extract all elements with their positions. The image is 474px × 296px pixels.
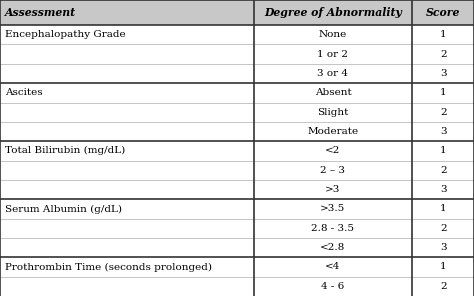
Text: 3: 3: [440, 69, 447, 78]
Text: 1: 1: [440, 89, 447, 97]
Text: 3: 3: [440, 185, 447, 194]
Text: <2: <2: [325, 147, 341, 155]
Text: 4 - 6: 4 - 6: [321, 282, 345, 291]
Text: >3: >3: [325, 185, 341, 194]
Text: 2: 2: [440, 50, 447, 59]
Text: 1: 1: [440, 263, 447, 271]
Text: 2: 2: [440, 282, 447, 291]
Text: 2: 2: [440, 108, 447, 117]
Text: Prothrombin Time (seconds prolonged): Prothrombin Time (seconds prolonged): [5, 263, 212, 271]
Text: 3: 3: [440, 127, 447, 136]
Text: 1: 1: [440, 30, 447, 39]
Text: <4: <4: [325, 263, 341, 271]
Text: Moderate: Moderate: [308, 127, 358, 136]
Text: 2: 2: [440, 166, 447, 175]
Text: 2 – 3: 2 – 3: [320, 166, 346, 175]
Text: Serum Albumin (g/dL): Serum Albumin (g/dL): [5, 204, 122, 213]
Text: Absent: Absent: [315, 89, 351, 97]
Text: 3: 3: [440, 243, 447, 252]
Text: 2: 2: [440, 224, 447, 233]
Text: 2.8 - 3.5: 2.8 - 3.5: [311, 224, 355, 233]
Text: 1: 1: [440, 147, 447, 155]
Text: <2.8: <2.8: [320, 243, 346, 252]
Text: None: None: [319, 30, 347, 39]
Text: Assessment: Assessment: [5, 7, 76, 18]
Text: >3.5: >3.5: [320, 205, 346, 213]
Text: 1 or 2: 1 or 2: [318, 50, 348, 59]
Bar: [0, 0, 474, 25]
Text: Score: Score: [426, 7, 460, 18]
Text: 1: 1: [440, 205, 447, 213]
Text: Ascites: Ascites: [5, 89, 42, 97]
Text: Degree of Abnormality: Degree of Abnormality: [264, 7, 402, 18]
Text: Encephalopathy Grade: Encephalopathy Grade: [5, 30, 125, 39]
Text: 3 or 4: 3 or 4: [318, 69, 348, 78]
Text: Total Bilirubin (mg/dL): Total Bilirubin (mg/dL): [5, 146, 125, 155]
Text: Slight: Slight: [317, 108, 349, 117]
